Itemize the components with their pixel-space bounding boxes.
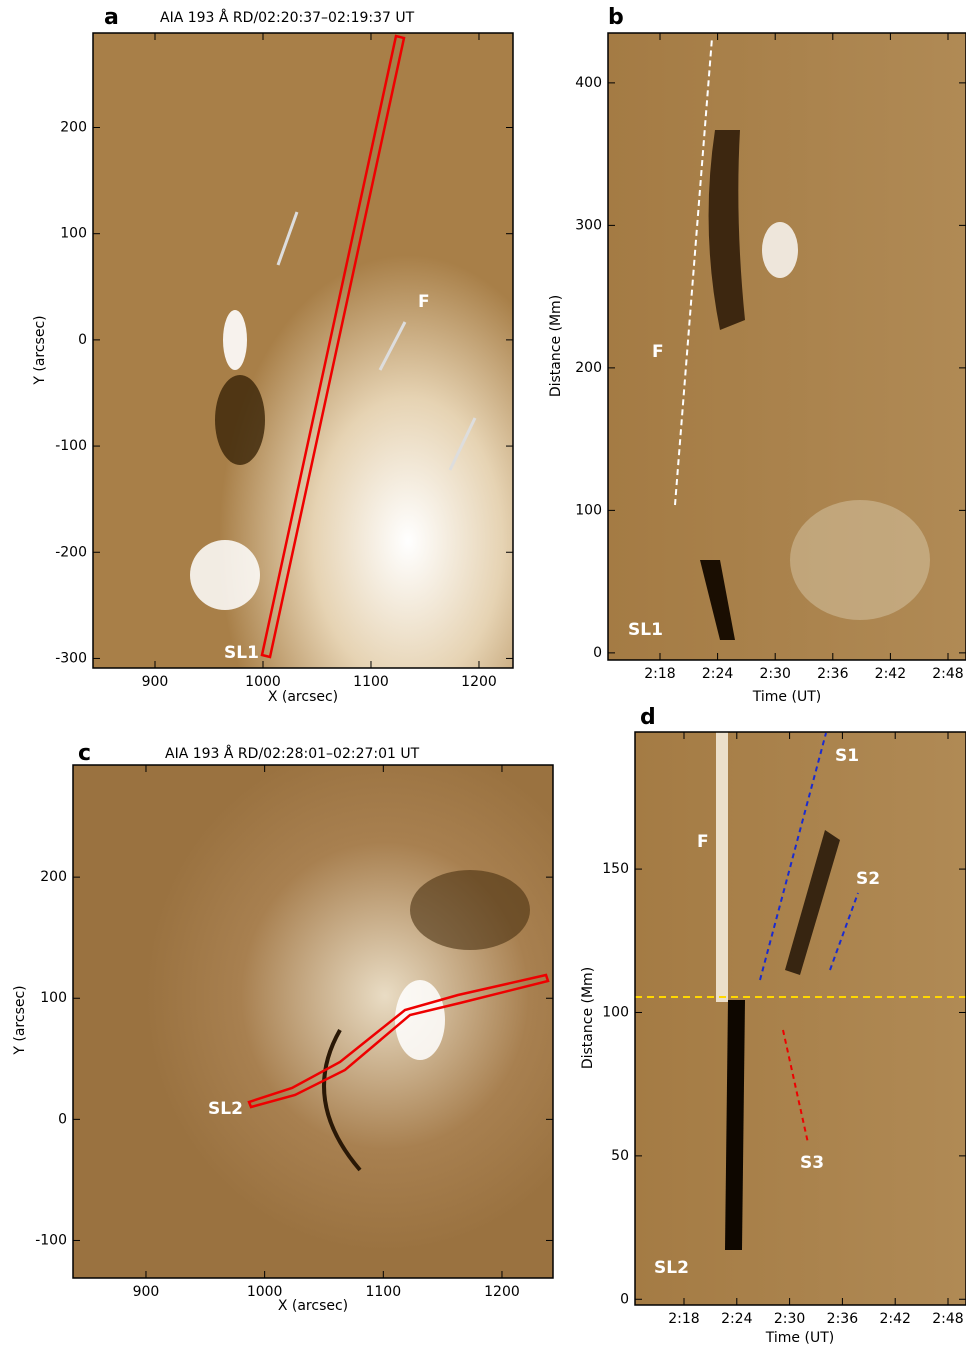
annotation: SL1 [224,643,259,663]
y-tick-label: 150 [602,861,629,877]
image-c [73,765,553,1278]
y-label: Distance (Mm) [548,295,564,397]
x-tick-label: 1200 [484,1284,520,1300]
x-label: X (arcsec) [268,689,338,705]
x-label: X (arcsec) [278,1298,348,1314]
panel-title: AIA 193 Å RD/02:28:01–02:27:01 UT [165,745,420,762]
x-tick-label: 2:48 [932,666,963,682]
panel-label: b [608,5,624,30]
y-tick-label: 50 [611,1148,629,1164]
annotation: F [418,292,430,312]
y-tick-label: 100 [40,990,67,1006]
x-tick-label: 1000 [247,1284,283,1300]
x-tick-label: 2:18 [668,1311,699,1327]
y-tick-label: -100 [55,438,87,454]
panel-label: c [78,741,91,766]
plot-frame [607,32,966,661]
y-tick-label: 400 [575,75,602,91]
x-label: Time (UT) [752,689,821,705]
x-tick-label: 2:36 [817,666,849,682]
x-label: Time (UT) [765,1330,834,1346]
panel-title: AIA 193 Å RD/02:20:37–02:19:37 UT [160,9,415,26]
x-tick-label: 1100 [353,674,389,690]
annotation: S1 [835,746,859,766]
x-tick-label: 900 [133,1284,160,1300]
plot-frame [72,764,554,1279]
plot-frame [92,32,514,669]
panel-label: d [640,705,656,730]
x-tick-label: 2:24 [721,1311,753,1327]
y-tick-label: 200 [60,120,87,136]
y-tick-label: -200 [55,544,87,560]
y-tick-label: 0 [58,1111,67,1127]
image-a [93,33,513,668]
y-tick-label: 200 [40,869,67,885]
annotation: F [697,832,709,852]
y-label: Distance (Mm) [580,967,596,1069]
x-tick-label: 2:18 [644,666,675,682]
y-tick-label: 0 [593,645,602,661]
x-tick-label: 2:42 [879,1311,910,1327]
annotation: SL2 [654,1258,689,1278]
y-tick-label: 100 [602,1004,629,1020]
plot-frame [634,731,966,1306]
x-tick-label: 2:48 [932,1311,963,1327]
x-tick-label: 2:42 [875,666,906,682]
image-d [635,732,966,1305]
x-tick-label: 1000 [245,674,281,690]
x-tick-label: 2:24 [702,666,734,682]
y-label: Y (arcsec) [32,315,48,385]
x-tick-label: 1100 [365,1284,401,1300]
panel-label: a [104,5,119,30]
y-tick-label: 100 [575,502,602,518]
x-tick-label: 900 [142,674,169,690]
annotation: S3 [800,1153,824,1173]
x-tick-label: 2:30 [774,1311,805,1327]
y-tick-label: 0 [78,332,87,348]
annotation: S2 [856,869,880,889]
image-b [608,33,966,660]
x-tick-label: 1200 [461,674,497,690]
annotation: SL2 [208,1099,243,1119]
y-tick-label: -100 [35,1232,67,1248]
x-tick-label: 2:30 [759,666,790,682]
y-label: Y (arcsec) [12,985,28,1055]
y-tick-label: 200 [575,360,602,376]
y-tick-label: 0 [620,1291,629,1307]
x-tick-label: 2:36 [827,1311,859,1327]
y-tick-label: 100 [60,226,87,242]
annotation: F [652,342,664,362]
y-tick-label: 300 [575,217,602,233]
annotation: SL1 [628,620,663,640]
y-tick-label: -300 [55,650,87,666]
